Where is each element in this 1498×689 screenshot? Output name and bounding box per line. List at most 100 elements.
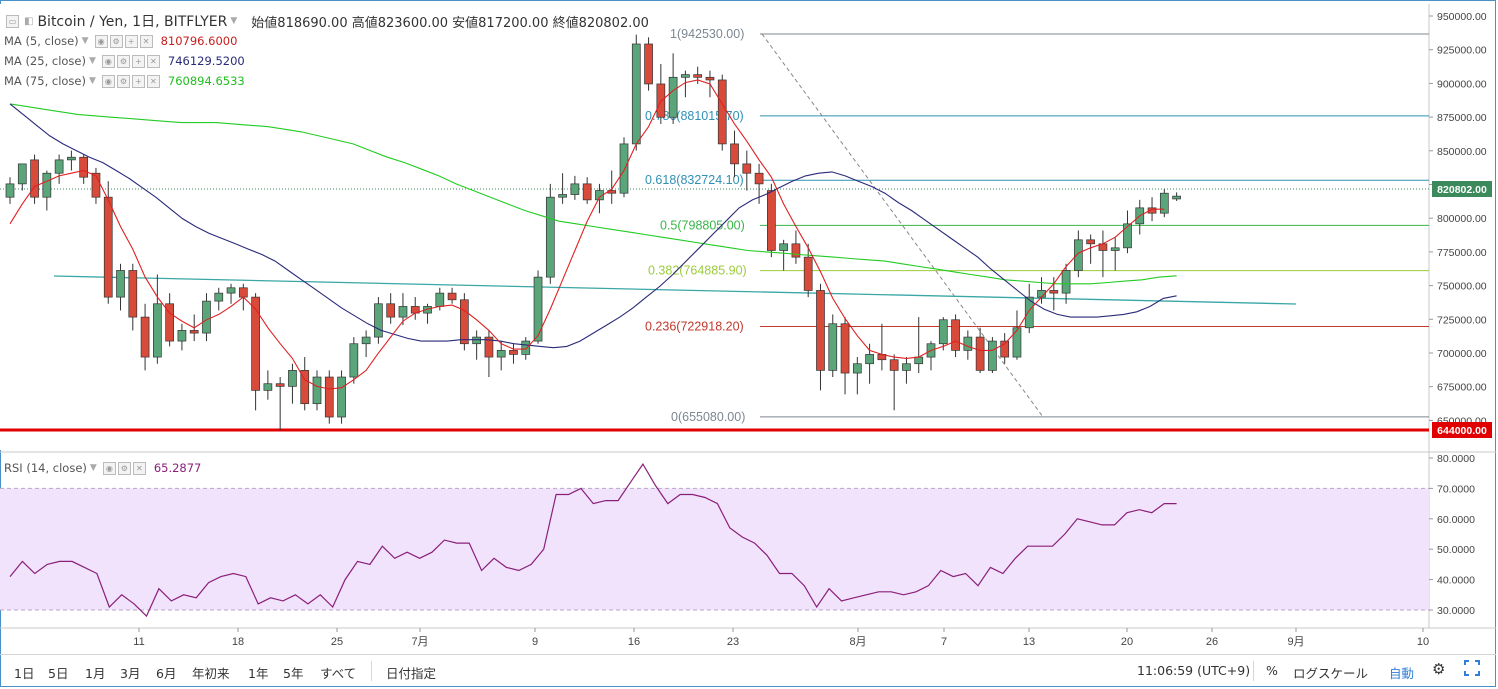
date-range-button[interactable]: 日付指定 xyxy=(386,666,437,681)
settings-icon[interactable]: ⚙ xyxy=(116,54,130,68)
chevron-down-icon[interactable]: ▼ xyxy=(89,463,97,473)
candle-body xyxy=(1159,192,1169,214)
range-ytd-button[interactable]: 年初来 xyxy=(192,666,230,681)
indicator-name[interactable]: MA (5, close) xyxy=(4,34,79,48)
candle-body xyxy=(288,370,297,387)
candle-body xyxy=(300,370,310,405)
close-icon[interactable]: ✕ xyxy=(132,461,146,475)
rsi-tick-label: 80.0000 xyxy=(1437,453,1475,465)
percent-toggle[interactable]: % xyxy=(1266,663,1278,678)
indicator-row-ma5[interactable]: MA (5, close) ▼ ◉ ⚙ + ✕ 810796.6000 xyxy=(4,34,237,48)
flag-icon[interactable]: ◧ xyxy=(24,15,34,27)
range-6m-button[interactable]: 6月 xyxy=(156,666,177,681)
candle-body xyxy=(1061,270,1071,294)
rsi-header[interactable]: RSI (14, close) ▼ ◉ ⚙ ✕ 65.2877 xyxy=(4,461,201,475)
candle-body xyxy=(681,74,690,78)
indicator-row-ma25[interactable]: MA (25, close) ▼ ◉ ⚙ + ✕ 746129.5200 xyxy=(4,54,245,68)
candle-body xyxy=(668,76,678,118)
eye-icon[interactable]: ◉ xyxy=(101,54,115,68)
bottom-toolbar: 1日 5日 1月 3月 6月 年初来 1年 5年 すべて 日付指定 11:06:… xyxy=(0,654,1496,688)
x-tick-label: 23 xyxy=(727,636,739,648)
candle-body xyxy=(631,43,641,145)
candle-body xyxy=(852,363,862,374)
symbol-title[interactable]: Bitcoin / Yen, 1日, BITFLYER xyxy=(37,14,228,30)
candle-body xyxy=(705,76,715,81)
candle-body xyxy=(644,43,653,85)
candle-body xyxy=(30,159,39,198)
candle-body xyxy=(1012,327,1022,358)
candle-body xyxy=(435,292,445,307)
close-icon[interactable]: ✕ xyxy=(146,74,160,88)
price-tick-label: 850000.00 xyxy=(1437,146,1487,158)
close-icon[interactable]: ✕ xyxy=(139,34,153,48)
x-tick-label: 8月 xyxy=(849,636,866,648)
candle-body xyxy=(361,336,371,345)
collapse-icon[interactable]: ▭ xyxy=(6,14,19,28)
price-tick-label: 875000.00 xyxy=(1437,112,1487,124)
candle-body xyxy=(938,319,948,345)
range-5d-button[interactable]: 5日 xyxy=(48,666,69,681)
candle-body xyxy=(153,303,162,358)
indicator-row-ma75[interactable]: MA (75, close) ▼ ◉ ⚙ + ✕ 760894.6533 xyxy=(4,74,245,88)
log-scale-toggle[interactable]: ログスケール xyxy=(1293,666,1369,681)
candle-body xyxy=(963,336,973,351)
price-tick-label: 800000.00 xyxy=(1437,213,1487,225)
candle-body xyxy=(902,363,911,371)
eye-icon[interactable]: ◉ xyxy=(101,74,115,88)
range-all-button[interactable]: すべて xyxy=(320,666,357,681)
x-tick-label: 26 xyxy=(1206,636,1218,648)
rsi-band xyxy=(0,488,1429,610)
range-3m-button[interactable]: 3月 xyxy=(120,666,141,681)
candle-body xyxy=(472,336,481,345)
fullscreen-icon[interactable] xyxy=(1464,660,1480,679)
candle-body xyxy=(398,306,408,318)
more-icon[interactable]: + xyxy=(131,54,145,68)
eye-icon[interactable]: ◉ xyxy=(102,461,116,475)
more-icon[interactable]: + xyxy=(124,34,138,48)
candle-body xyxy=(1172,195,1181,200)
candle-body xyxy=(840,323,850,374)
candle-body xyxy=(238,287,248,298)
more-icon[interactable]: + xyxy=(131,74,145,88)
range-1d-button[interactable]: 1日 xyxy=(14,666,35,681)
candle-body xyxy=(177,330,187,342)
candle-body xyxy=(570,183,580,195)
candle-body xyxy=(140,316,150,358)
toolbar-divider xyxy=(1253,661,1254,681)
chevron-down-icon[interactable]: ▼ xyxy=(81,36,89,46)
settings-icon[interactable]: ⚙ xyxy=(109,34,123,48)
x-tick-label: 18 xyxy=(232,636,244,648)
candle-body xyxy=(91,172,101,198)
candle-body xyxy=(263,383,273,391)
eye-icon[interactable]: ◉ xyxy=(94,34,108,48)
chevron-down-icon[interactable]: ▼ xyxy=(88,56,96,66)
chevron-down-icon[interactable]: ▼ xyxy=(88,76,96,86)
last-price-tag xyxy=(1432,181,1492,197)
candle-body xyxy=(754,172,764,185)
range-1y-button[interactable]: 1年 xyxy=(248,666,269,681)
range-1m-button[interactable]: 1月 xyxy=(85,666,106,681)
x-tick-label: 25 xyxy=(331,636,343,648)
candle-body xyxy=(165,303,174,342)
settings-icon[interactable]: ⚙ xyxy=(117,461,131,475)
auto-scale-toggle[interactable]: 自動 xyxy=(1389,666,1415,681)
candle-body xyxy=(521,340,531,355)
candle-body xyxy=(988,340,997,371)
candle-body xyxy=(189,330,199,334)
rsi-tick-label: 60.0000 xyxy=(1437,514,1475,526)
rsi-tick-label: 50.0000 xyxy=(1437,544,1475,556)
candle-body xyxy=(816,290,825,371)
close-icon[interactable]: ✕ xyxy=(146,54,160,68)
indicator-name[interactable]: MA (25, close) xyxy=(4,54,86,68)
range-5y-button[interactable]: 5年 xyxy=(283,666,304,681)
x-tick-label: 11 xyxy=(133,636,144,648)
indicator-name[interactable]: RSI (14, close) xyxy=(4,461,87,475)
chevron-down-icon[interactable]: ▼ xyxy=(230,16,238,26)
candle-body xyxy=(349,343,359,378)
candle-body xyxy=(214,292,224,302)
indicator-name[interactable]: MA (75, close) xyxy=(4,74,86,88)
settings-icon[interactable]: ⚙ xyxy=(116,74,130,88)
ma5-line xyxy=(9,79,1165,390)
gear-icon[interactable]: ⚙ xyxy=(1432,660,1446,678)
